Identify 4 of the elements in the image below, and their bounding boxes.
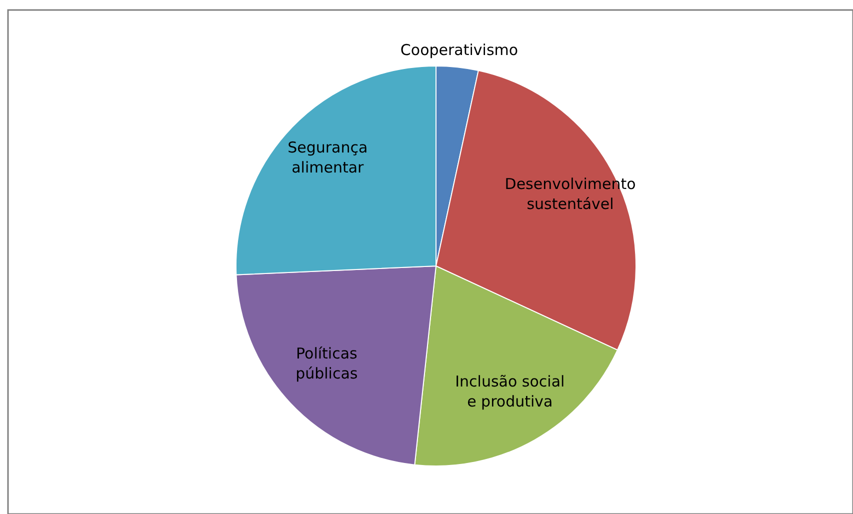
slice-label: Políticas públicas bbox=[296, 344, 358, 383]
slice-label: Inclusão social e produtiva bbox=[455, 372, 565, 411]
slice-label: Cooperativismo bbox=[400, 41, 518, 60]
slice-label: Segurança alimentar bbox=[288, 138, 368, 176]
